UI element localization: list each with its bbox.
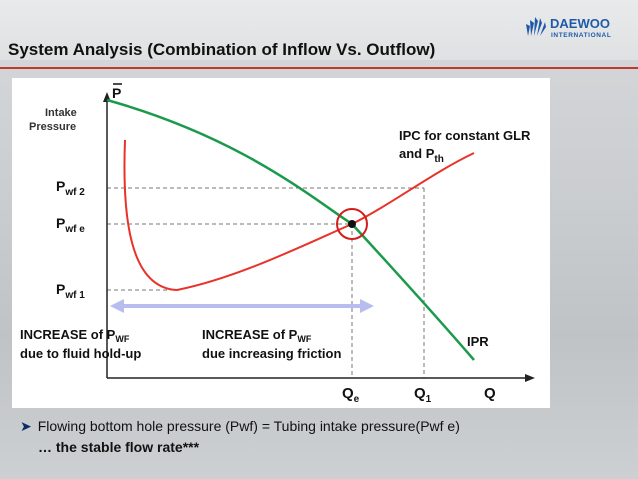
qe-label: Qe	[342, 385, 360, 405]
slide-title: System Analysis (Combination of Inflow V…	[8, 40, 436, 59]
y-axis-label-1: Intake	[45, 107, 77, 119]
title-divider	[0, 67, 638, 69]
left-note-2: due to fluid hold-up	[20, 346, 141, 361]
pwf2-label: Pwf 2	[56, 178, 85, 198]
daewoo-logo: DAEWOO INTERNATIONAL	[526, 16, 611, 39]
bullet-1: ➤ Flowing bottom hole pressure (Pwf) = Tu…	[20, 418, 460, 435]
logo-shell-icon	[526, 17, 546, 36]
bullet-2: … the stable flow rate***	[38, 439, 200, 455]
q1-label: Q1	[414, 385, 432, 405]
bullet-1-text: Flowing bottom hole pressure (Pwf) = Tub…	[37, 418, 460, 434]
ipc-label-2: and Pth	[399, 146, 444, 165]
x-axis-arrow-icon	[525, 374, 535, 382]
diagram-panel: Intake Pressure P Pwf 2 Pwf e Pwf 1 IPC …	[12, 78, 550, 408]
logo-subname: INTERNATIONAL	[551, 32, 611, 39]
p-bar-label: P	[112, 85, 121, 101]
pwfe-label: Pwf e	[56, 215, 85, 235]
right-note-2: due increasing friction	[202, 346, 341, 361]
left-arrowhead-icon	[110, 299, 124, 313]
logo-name: DAEWOO	[550, 16, 610, 31]
pwf1-label: Pwf 1	[56, 281, 85, 301]
ipc-label-1: IPC for constant GLR	[399, 128, 531, 143]
right-arrowhead-icon	[360, 299, 374, 313]
arrow-bullet-icon: ➤	[20, 418, 32, 434]
right-note-1: INCREASE of PWF	[202, 327, 312, 344]
left-note-1: INCREASE of PWF	[20, 327, 130, 344]
equilibrium-circle	[336, 208, 368, 240]
ipr-label: IPR	[467, 334, 489, 349]
q-label: Q	[484, 385, 496, 402]
equilibrium-point	[348, 220, 356, 228]
ipr-curve	[106, 98, 475, 361]
y-axis-label-2: Pressure	[29, 121, 76, 133]
ipc-curve	[123, 139, 475, 292]
